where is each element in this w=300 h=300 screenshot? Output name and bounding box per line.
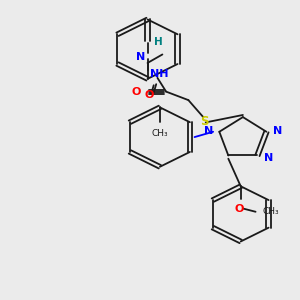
Text: O: O <box>235 204 244 214</box>
Text: NH: NH <box>150 69 169 79</box>
Text: S: S <box>200 115 209 128</box>
Text: O: O <box>144 90 153 100</box>
Text: N: N <box>273 126 282 136</box>
Text: O: O <box>132 87 141 97</box>
Text: CH₃: CH₃ <box>263 207 280 216</box>
Text: N: N <box>264 153 273 163</box>
Text: N: N <box>136 52 145 61</box>
Text: N: N <box>204 126 213 136</box>
Text: H: H <box>154 37 163 47</box>
Text: CH₃: CH₃ <box>152 129 168 138</box>
